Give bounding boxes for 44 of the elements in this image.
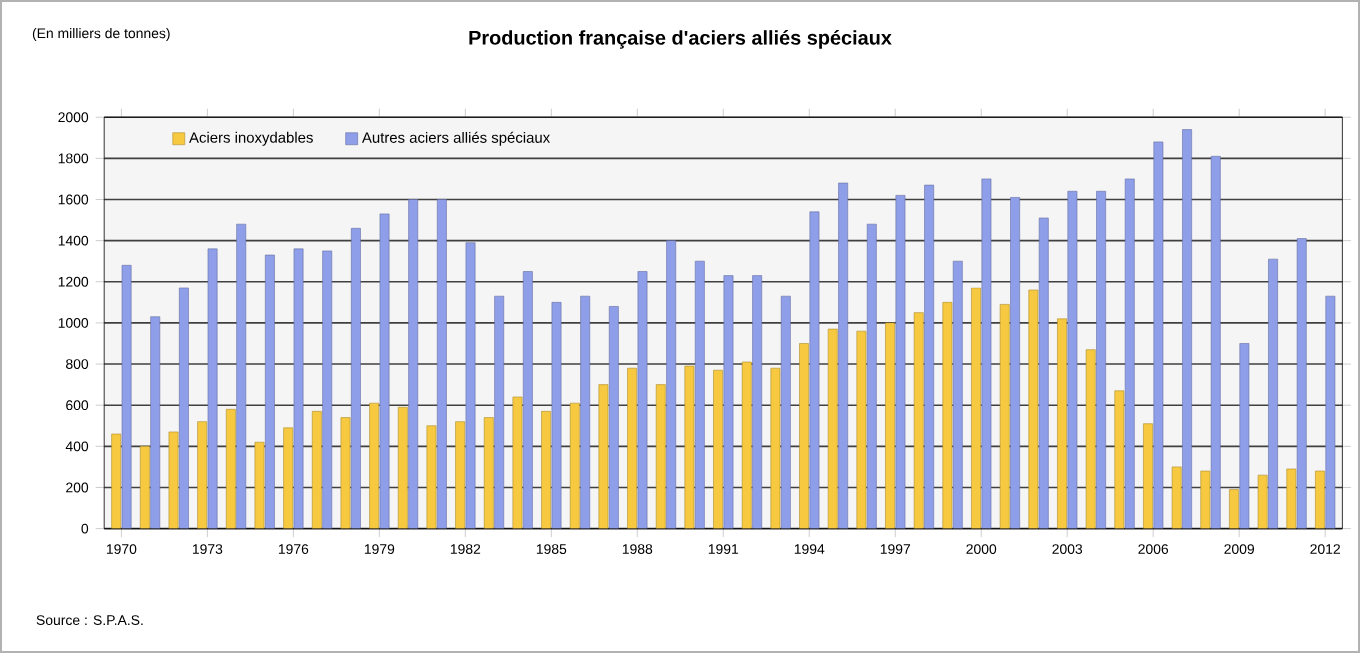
bar: [1171, 467, 1182, 530]
bar: [942, 302, 953, 530]
bar: [139, 446, 150, 530]
bar: [1057, 318, 1067, 530]
bar: [627, 368, 638, 530]
bar: [971, 288, 981, 530]
bar: [770, 368, 781, 530]
bar: [713, 370, 723, 530]
bar: [1200, 471, 1211, 530]
bar: [741, 362, 752, 530]
bar: [311, 411, 322, 530]
bar: [483, 417, 494, 530]
bar: [397, 407, 408, 530]
bar: [340, 417, 351, 530]
bar: [913, 312, 924, 530]
bar: [1028, 290, 1039, 530]
bar: [369, 403, 380, 530]
bar: [426, 425, 437, 530]
bar: [1085, 349, 1096, 530]
bar: [455, 421, 466, 530]
bar: [111, 434, 122, 530]
bar: [799, 343, 809, 530]
bar: [684, 366, 695, 530]
bar: [655, 384, 666, 530]
bar: [1143, 423, 1153, 530]
bar: [283, 428, 294, 530]
bar: [225, 409, 236, 530]
bar: [827, 329, 838, 530]
bar: [856, 331, 867, 530]
bar: [999, 304, 1010, 530]
bar: [1257, 475, 1268, 530]
bar: [1114, 390, 1125, 530]
bar: [1229, 489, 1239, 530]
bar: [1286, 469, 1297, 530]
bar: [598, 384, 609, 530]
chart-title: Production française d'aciers alliés spéciaux: [469, 30, 892, 50]
bar: [569, 403, 580, 530]
bar: [197, 421, 208, 530]
bar: [254, 442, 265, 530]
bar: [541, 411, 552, 530]
bar: [512, 397, 523, 530]
bar: [1315, 471, 1325, 530]
bar: [168, 432, 179, 530]
bar: [885, 323, 895, 530]
